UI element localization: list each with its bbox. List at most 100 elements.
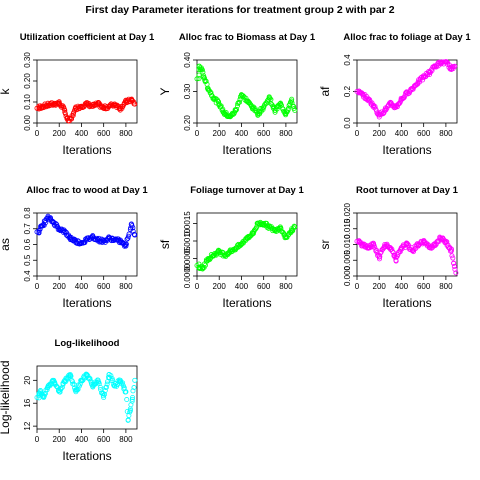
data-point [106, 103, 112, 109]
data-point [112, 383, 118, 389]
data-point [196, 76, 202, 82]
data-point [292, 107, 298, 113]
data-point [404, 241, 410, 247]
data-point [280, 106, 286, 112]
x-tick-label: 400 [235, 282, 249, 291]
data-point [201, 73, 207, 79]
data-point [280, 230, 286, 236]
data-point [112, 237, 118, 243]
y-tick-label: 0.010 [343, 234, 352, 255]
panel-k: Utilization coefficient at Day 1 0 200 400 6… [0, 32, 155, 157]
points-af [354, 59, 458, 120]
data-point [78, 377, 84, 383]
y-axis-label-sr: sr [318, 240, 332, 250]
data-point [289, 96, 295, 102]
data-point [205, 255, 211, 261]
plot-frame-sf [196, 212, 298, 277]
data-point [124, 236, 130, 242]
data-point [272, 227, 278, 233]
data-point [376, 254, 382, 260]
data-point [98, 386, 104, 392]
data-point [285, 106, 291, 112]
data-point [272, 107, 278, 113]
x-axis-label-Y: Iterations [222, 143, 271, 157]
data-point [117, 238, 123, 244]
x-tick-label: 0 [195, 282, 200, 291]
data-point [448, 248, 454, 254]
data-point [354, 89, 360, 95]
data-point [106, 235, 112, 241]
data-point [283, 234, 289, 240]
x-tick-label: 200 [53, 129, 67, 138]
data-point [110, 377, 116, 383]
x-tick-label: 800 [439, 282, 453, 291]
data-point [51, 377, 57, 383]
x-tick-label: 0 [35, 435, 40, 444]
x-tick-label: 400 [395, 129, 409, 138]
x-tick-label: 600 [97, 129, 111, 138]
data-point [84, 237, 90, 243]
data-point [117, 377, 123, 383]
x-tick-label: 600 [417, 129, 431, 138]
data-point [426, 245, 432, 251]
y-axis-label-sf: sf [158, 239, 172, 249]
panel-title-as: Alloc frac to wood at Day 1 [26, 185, 148, 196]
points-Y [194, 63, 298, 120]
data-point [233, 245, 239, 251]
data-point [448, 66, 454, 72]
data-point [194, 262, 200, 268]
y-tick-label: 0.30 [183, 83, 192, 99]
data-point [421, 74, 427, 80]
x-axis-label-sr: Iterations [382, 296, 431, 310]
y-tick-label: 0.0000 [183, 263, 192, 288]
data-point [51, 101, 57, 107]
data-point [387, 101, 393, 107]
data-point [398, 245, 404, 251]
x-tick-label: 600 [257, 282, 271, 291]
data-point [261, 220, 267, 226]
data-point [201, 74, 207, 80]
x-tick-label: 400 [75, 282, 89, 291]
x-tick-label: 200 [373, 129, 387, 138]
y-tick-label: 0.5 [23, 254, 32, 266]
data-point [393, 257, 399, 263]
data-point [371, 241, 377, 247]
data-point [266, 95, 272, 101]
data-point [97, 384, 103, 390]
x-tick-label: 200 [53, 435, 67, 444]
x-tick-label: 800 [119, 435, 133, 444]
data-point [84, 101, 90, 107]
plot-frame-k [36, 59, 138, 124]
data-point [53, 383, 59, 389]
data-point [426, 70, 432, 76]
points-sf [194, 219, 298, 272]
data-point [34, 394, 40, 400]
data-point [194, 76, 200, 82]
x-tick-label: 800 [439, 129, 453, 138]
data-point [244, 234, 250, 240]
data-point [205, 85, 211, 91]
data-point [410, 249, 416, 255]
data-point [56, 100, 62, 106]
y-tick-label: 0.00 [23, 115, 32, 131]
data-point [432, 241, 438, 247]
data-point [67, 235, 73, 241]
data-point [41, 394, 47, 400]
data-point [84, 372, 90, 378]
data-point [410, 85, 416, 91]
data-point [103, 384, 109, 390]
data-point [95, 377, 101, 383]
y-tick-label: 0.8 [23, 207, 32, 219]
data-point [132, 377, 138, 383]
data-point [237, 96, 243, 102]
x-tick-label: 0 [355, 282, 360, 291]
data-point [131, 385, 137, 391]
data-point [126, 412, 132, 418]
y-axis-label-k: k [0, 88, 12, 95]
data-point [267, 95, 273, 101]
data-point [87, 376, 93, 382]
data-point [126, 231, 132, 237]
data-point [390, 249, 396, 255]
data-point [291, 223, 297, 229]
y-axis-label-af: af [318, 86, 332, 97]
